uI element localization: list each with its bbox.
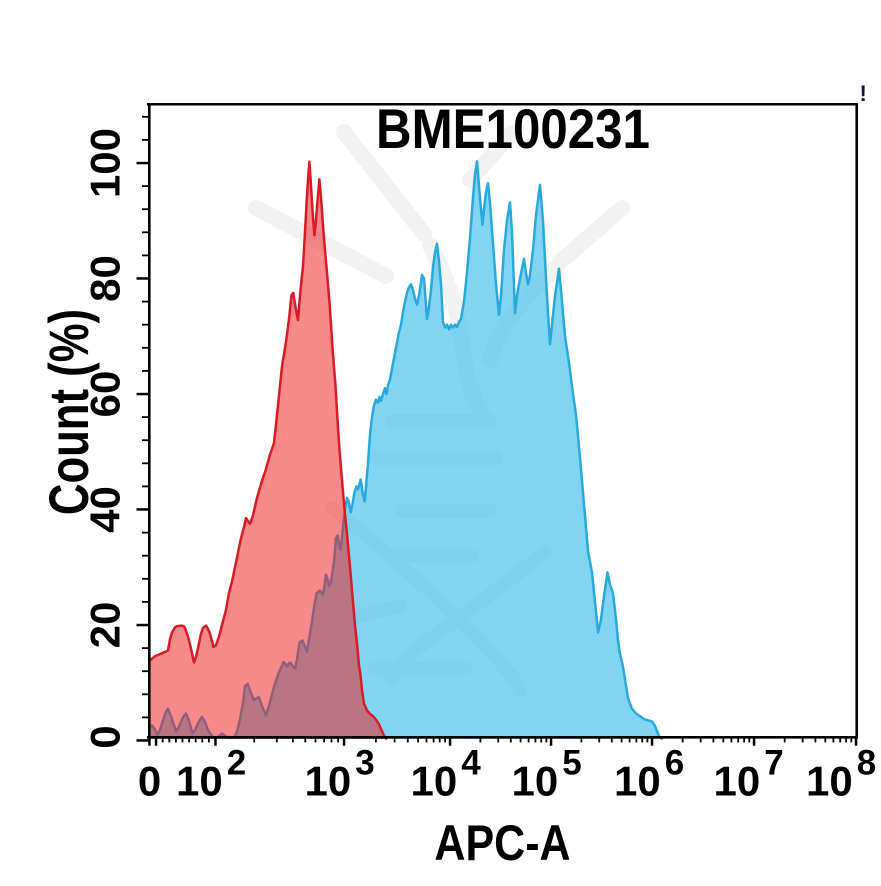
- svg-text:0: 0: [138, 758, 161, 805]
- svg-text:20: 20: [82, 602, 129, 649]
- svg-text:BME100231: BME100231: [376, 98, 650, 161]
- svg-text:60: 60: [82, 371, 129, 418]
- svg-text:!: !: [860, 81, 867, 106]
- svg-text:100: 100: [82, 128, 129, 198]
- svg-text:Count (%): Count (%): [38, 309, 100, 515]
- svg-text:APC-A: APC-A: [434, 815, 570, 871]
- svg-text:40: 40: [82, 486, 129, 533]
- svg-text:0: 0: [82, 725, 129, 748]
- svg-text:80: 80: [82, 255, 129, 302]
